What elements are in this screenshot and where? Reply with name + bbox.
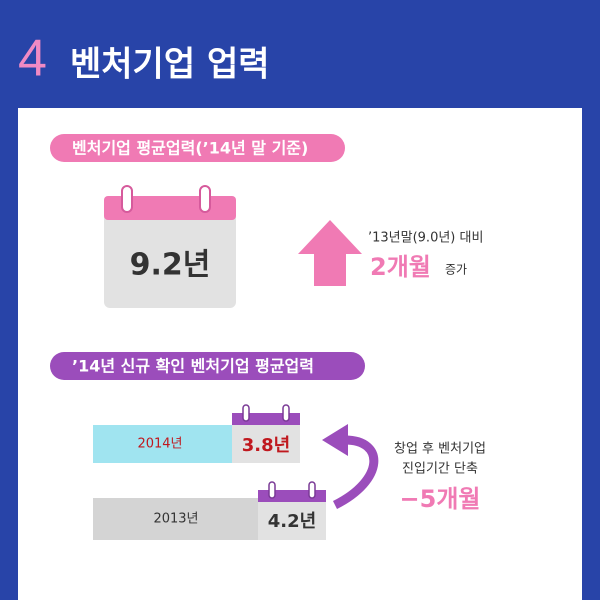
calendar <box>232 404 300 463</box>
row-label: 2013년 <box>153 512 198 527</box>
curved-arrow <box>332 435 379 510</box>
calendar <box>104 185 236 308</box>
banner-title: 벤처기업 평균업력(’14년 말 기준) <box>72 139 308 158</box>
average-age: 9.2년 <box>130 248 211 283</box>
row-bar <box>93 425 233 463</box>
banner <box>50 134 345 162</box>
row-value: 4.2년 <box>268 511 316 532</box>
row-label: 2014년 <box>137 437 182 452</box>
banner <box>50 352 365 380</box>
change: 2개월 <box>370 253 431 281</box>
section-number: 4 <box>18 30 47 88</box>
change-suffix: 증가 <box>445 263 467 277</box>
change: −5개월 <box>400 485 481 513</box>
calendar <box>258 481 326 540</box>
banner-title: ’14년 신규 확인 벤처기업 평균업력 <box>72 357 314 376</box>
page-title: 벤처기업 업력 <box>70 45 270 85</box>
arrow-head <box>322 424 348 456</box>
note-line: 창업 후 벤처기업 <box>394 442 486 457</box>
row-bar <box>93 498 259 540</box>
row-value: 3.8년 <box>242 435 290 456</box>
note-line: 진입기간 단축 <box>402 462 478 477</box>
comparison: ’13년말(9.0년) 대비 <box>368 231 483 246</box>
up-arrow <box>298 220 362 286</box>
